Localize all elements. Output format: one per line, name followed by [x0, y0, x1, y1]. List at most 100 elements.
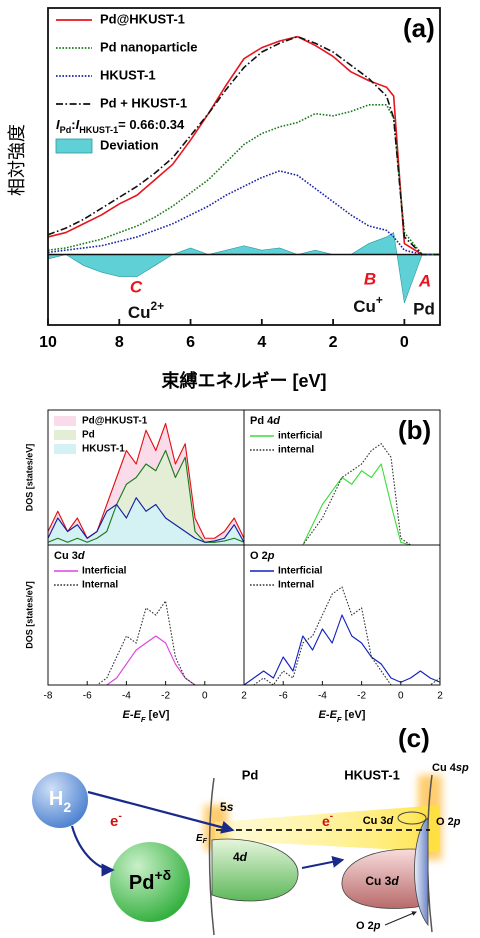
ratio-label-part: I — [76, 117, 80, 132]
series-line — [243, 614, 441, 686]
orbital-label-part: sp — [456, 762, 469, 774]
legend-label: Pd@HKUST-1 — [82, 416, 148, 427]
series-line — [47, 35, 440, 256]
orbital-label-part: Cu 3 — [363, 815, 387, 827]
orbital-label-part: 5 — [220, 800, 227, 814]
legend-swatch — [54, 430, 76, 440]
x-tick-label: 4 — [257, 334, 266, 351]
pd-ion-label-part: Pd — [129, 872, 155, 894]
legend-label: HKUST-1 — [100, 67, 156, 82]
x-axis-label-part: E — [123, 709, 131, 721]
legend-label: Internal — [82, 580, 118, 591]
x-axis-label-part: - — [326, 709, 330, 721]
annotation: C — [130, 277, 143, 296]
electron-label-part: - — [330, 811, 333, 822]
legend-label: Interficial — [278, 566, 323, 577]
x-axis-label-part: E — [330, 709, 338, 721]
subplot-title: O 2p — [250, 550, 275, 562]
arrow — [384, 911, 417, 926]
x-tick-label: 10 — [39, 334, 57, 351]
legend-swatch — [54, 444, 76, 454]
x-tick-label: -2 — [357, 691, 366, 702]
subplot-title-part: d — [78, 550, 85, 562]
series-line — [47, 449, 245, 543]
series-fill — [48, 450, 244, 545]
x-axis-label: E-EF [eV] — [319, 709, 366, 724]
orbital-label: Cu 3d — [365, 874, 399, 888]
x-axis-label-part: - — [130, 709, 134, 721]
orbital-label: O 2p — [436, 816, 461, 828]
x-axis-label: 束縛エネルギー [eV] — [161, 370, 326, 391]
orbital-label: Cu 3d — [363, 815, 394, 827]
pd-ion-label-part: +δ — [154, 867, 171, 883]
band-edge — [208, 777, 215, 936]
pd-label: Pd — [242, 767, 259, 782]
subplot-title-part: Pd 4 — [250, 415, 274, 427]
legend-label: interficial — [278, 431, 323, 442]
x-axis-label-part: E — [134, 709, 142, 721]
plot-frame — [47, 7, 441, 326]
subplot-title-part: p — [267, 550, 275, 562]
x-axis-label-part: F — [141, 715, 146, 724]
x-tick-label: -8 — [44, 691, 53, 702]
orbital-label-part: d — [240, 850, 248, 864]
ratio-label-part: = 0.66:0.34 — [118, 117, 185, 132]
annotation: B — [364, 269, 376, 288]
series-line — [47, 497, 245, 543]
o-2p-lobe — [414, 817, 429, 927]
ratio-label-part: Pd — [60, 125, 72, 135]
electron-label-part: e — [322, 813, 330, 829]
h2-label-part: 2 — [63, 799, 71, 815]
x-axis-label-part: E — [319, 709, 327, 721]
subplot-title-part: Cu 3 — [54, 550, 78, 562]
orbital-label: 4d — [233, 850, 248, 864]
pd-cluster — [110, 842, 190, 922]
hkust-label: HKUST-1 — [344, 767, 400, 782]
series-line — [244, 443, 440, 546]
annotation-part: Cu — [353, 297, 376, 316]
legend-label: Pd — [82, 430, 95, 441]
annotation: A — [418, 271, 431, 290]
conduction-band — [215, 805, 440, 852]
orbital-label-part: O 2 — [436, 816, 454, 828]
series-line — [47, 422, 245, 539]
area — [47, 232, 440, 304]
x-axis-label-part: [eV] — [146, 709, 170, 721]
h2-label-part: H — [49, 788, 63, 810]
electron-label: e- — [322, 811, 333, 829]
legend-swatch — [54, 416, 76, 426]
legend-label: internal — [278, 445, 314, 456]
orbital-label-part: 4 — [233, 850, 240, 864]
x-tick-label: 2 — [329, 334, 338, 351]
electron-label-part: e — [110, 813, 118, 830]
ratio-label: IPd:IHKUST-1= 0.66:0.34 — [56, 117, 185, 135]
series-line — [47, 35, 440, 256]
annotation-part: + — [376, 293, 383, 307]
panel-label: (c) — [398, 723, 430, 753]
annotation: Pd — [413, 299, 435, 318]
orbital-label-part: s — [227, 800, 234, 814]
arrow — [87, 790, 235, 834]
series-line — [244, 586, 441, 686]
legend-label: Pd@HKUST-1 — [100, 11, 185, 26]
pd-4d-lobe — [211, 838, 299, 902]
legend-label: Pd + HKUST-1 — [100, 95, 187, 110]
electron-label-part: - — [118, 810, 122, 822]
orbital-label-part: d — [387, 815, 394, 827]
subplot-title-part: d — [273, 415, 280, 427]
orbital-label-part: p — [373, 920, 381, 932]
orbital-label: Cu 4sp — [432, 762, 469, 774]
arrow — [301, 855, 345, 869]
y-axis-label: DOS [states/eV] — [24, 581, 34, 649]
fermi-label: EF — [196, 833, 208, 846]
arrow — [70, 825, 115, 877]
cu-3d-loop — [397, 811, 427, 825]
x-tick-label: -2 — [161, 691, 170, 702]
x-axis-label-part: F — [337, 715, 342, 724]
x-tick-label: 2 — [241, 691, 247, 702]
subplot-title: Cu 3d — [54, 550, 85, 562]
series-line — [47, 104, 440, 256]
electron-label: e- — [110, 810, 122, 830]
